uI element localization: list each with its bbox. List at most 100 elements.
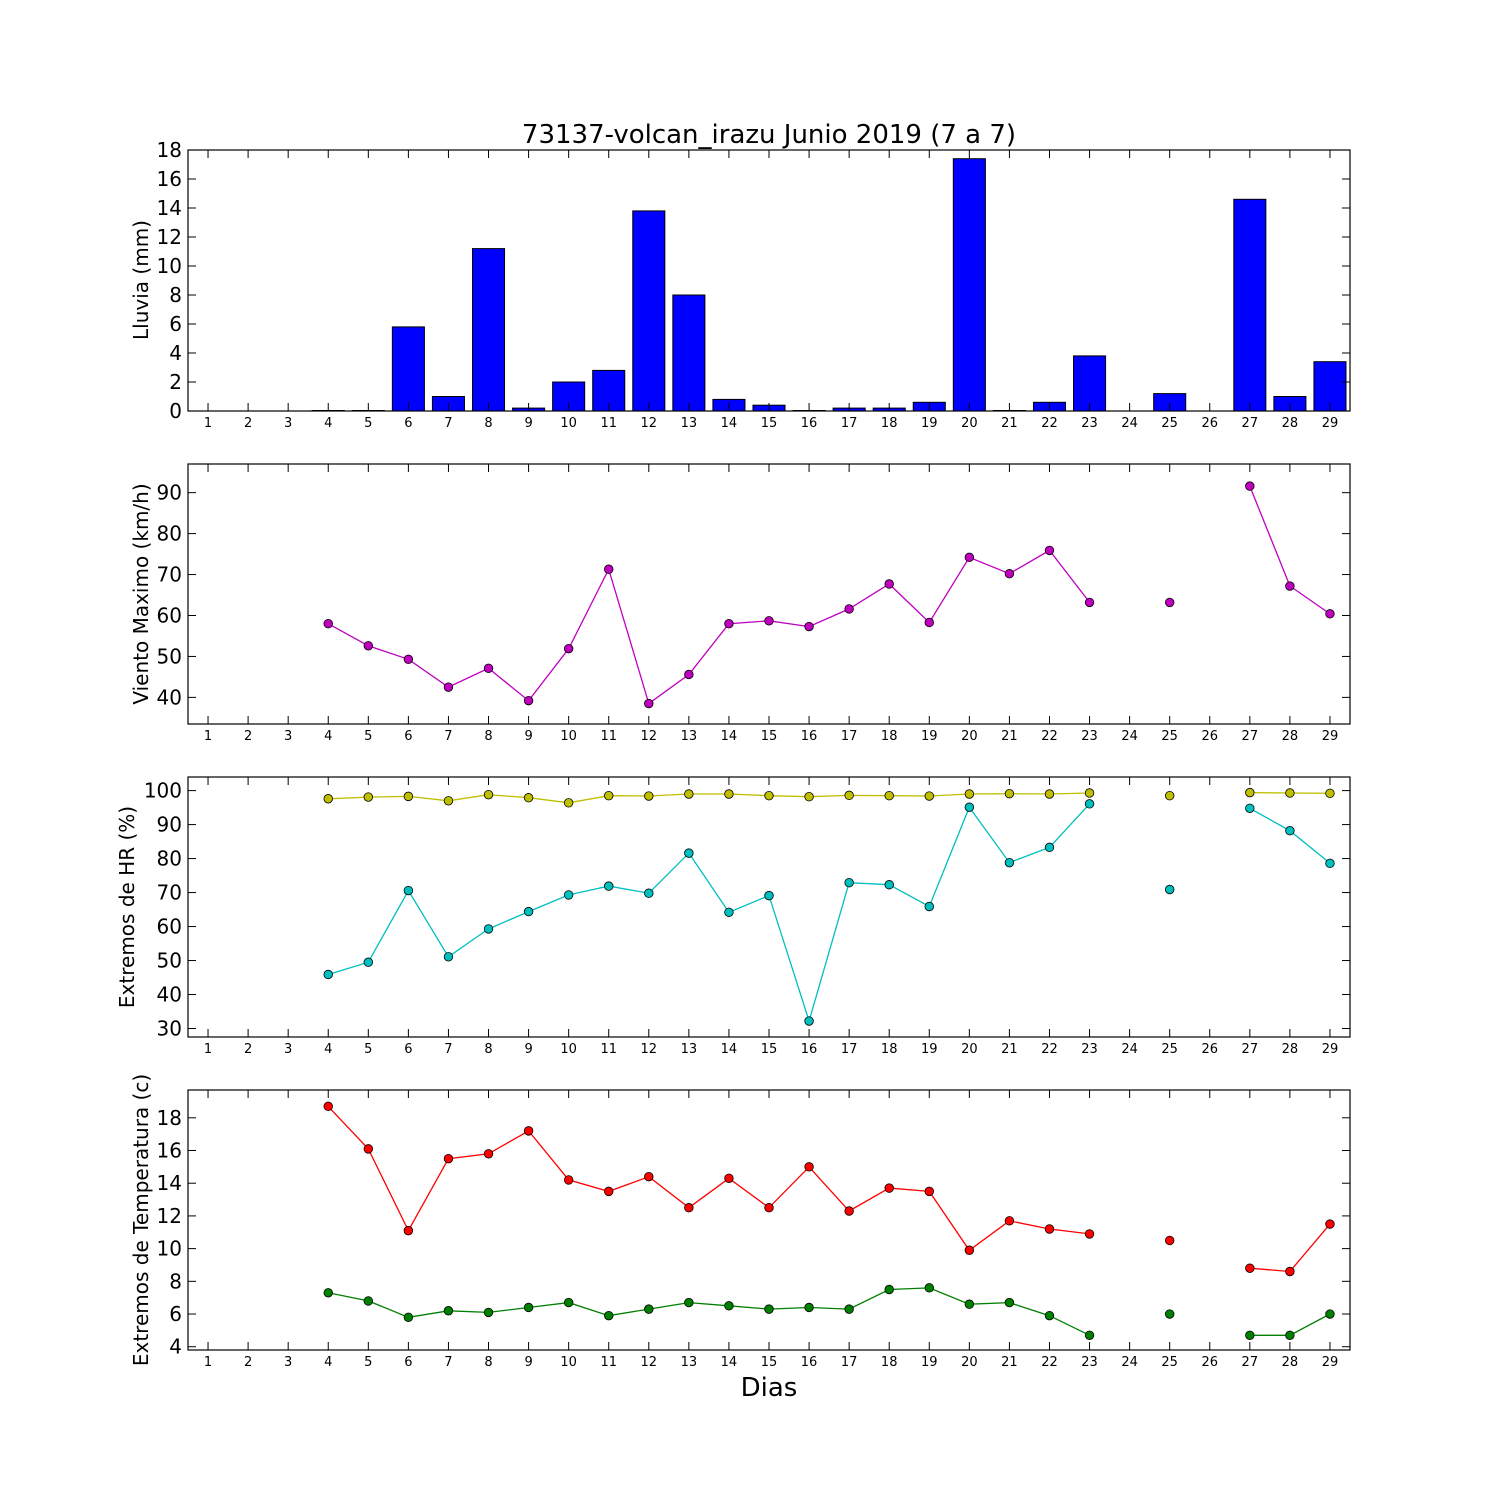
point-temperatura-series-1-day-21	[1004, 1297, 1015, 1308]
ytick-label-hr-30: 30	[157, 1017, 182, 1041]
xtick-label-viento-29: 29	[1322, 729, 1339, 744]
point-hr-series-1-day-19	[924, 901, 934, 912]
xtick-label-temperatura-18: 18	[881, 1355, 898, 1370]
xtick-label-temperatura-19: 19	[921, 1355, 938, 1370]
point-viento-series-0-day-20	[964, 552, 975, 563]
xtick-label-lluvia-29: 29	[1322, 416, 1339, 431]
xtick-label-viento-25: 25	[1161, 729, 1178, 744]
point-hr-series-0-day-7	[443, 796, 454, 806]
point-viento-series-0-day-23	[1084, 597, 1095, 608]
xtick-label-lluvia-28: 28	[1282, 416, 1299, 431]
xtick-label-temperatura-13: 13	[681, 1355, 698, 1370]
point-hr-series-0-day-8	[483, 789, 494, 800]
point-hr-series-1-day-21	[1004, 857, 1015, 868]
point-temperatura-series-0-day-13	[684, 1203, 694, 1213]
point-hr-series-0-day-11	[604, 790, 614, 801]
xtick-label-temperatura-20: 20	[961, 1355, 978, 1370]
xtick-label-lluvia-13: 13	[681, 416, 698, 431]
bar-lluvia-day-12	[632, 210, 666, 412]
y-axis-label-temperatura: Extremos de Temperatura (c)	[129, 1074, 153, 1366]
point-viento-series-0-day-5	[363, 641, 374, 651]
ytick-label-viento-80: 80	[157, 522, 182, 546]
ytick-label-hr-60: 60	[157, 915, 182, 939]
point-temperatura-series-0-day-11	[604, 1186, 614, 1197]
xtick-label-hr-4: 4	[324, 1042, 332, 1057]
xtick-label-viento-20: 20	[961, 729, 978, 744]
point-viento-series-0-day-12	[644, 698, 654, 709]
xtick-label-viento-17: 17	[841, 729, 858, 744]
xtick-label-temperatura-17: 17	[841, 1355, 858, 1370]
xtick-label-temperatura-16: 16	[801, 1355, 818, 1370]
point-temperatura-series-1-day-4	[323, 1288, 333, 1298]
xtick-label-hr-14: 14	[721, 1042, 738, 1057]
xtick-label-temperatura-9: 9	[524, 1355, 532, 1370]
xtick-label-viento-6: 6	[404, 729, 412, 744]
xtick-label-viento-13: 13	[681, 729, 698, 744]
point-temperatura-series-1-day-10	[563, 1297, 574, 1308]
xtick-label-lluvia-25: 25	[1161, 416, 1178, 431]
point-hr-series-0-day-14	[724, 789, 734, 799]
point-hr-series-1-day-6	[403, 885, 414, 896]
xtick-label-viento-9: 9	[524, 729, 532, 744]
xtick-label-lluvia-14: 14	[721, 416, 738, 431]
point-hr-series-0-day-15	[764, 790, 774, 801]
xtick-label-viento-19: 19	[921, 729, 938, 744]
xtick-label-lluvia-17: 17	[841, 416, 858, 431]
point-viento-series-0-day-7	[443, 682, 454, 692]
point-temperatura-series-1-day-19	[924, 1283, 934, 1293]
xtick-label-viento-27: 27	[1242, 729, 1259, 744]
point-temperatura-series-0-day-21	[1004, 1216, 1015, 1226]
xtick-label-temperatura-25: 25	[1161, 1355, 1178, 1370]
x-axis-label: Dias	[741, 1373, 798, 1403]
xtick-label-hr-23: 23	[1081, 1042, 1098, 1057]
xtick-label-lluvia-20: 20	[961, 416, 978, 431]
point-temperatura-series-0-day-27	[1245, 1263, 1255, 1273]
axes-frame-hr	[187, 776, 1351, 1038]
point-hr-series-1-day-11	[604, 881, 614, 891]
point-hr-series-1-day-16	[804, 1016, 814, 1026]
xtick-label-viento-15: 15	[761, 729, 778, 744]
xtick-label-lluvia-21: 21	[1001, 416, 1018, 431]
ytick-label-temperatura-18: 18	[157, 1106, 182, 1130]
xtick-label-viento-23: 23	[1081, 729, 1098, 744]
xtick-label-viento-8: 8	[484, 729, 492, 744]
ytick-label-hr-70: 70	[157, 881, 182, 905]
xtick-label-temperatura-22: 22	[1041, 1355, 1058, 1370]
point-temperatura-series-1-day-20	[964, 1299, 975, 1309]
xtick-label-hr-15: 15	[761, 1042, 778, 1057]
ytick-label-hr-90: 90	[157, 813, 182, 837]
line-hr-series-1-seg-2	[1249, 807, 1331, 864]
point-hr-series-1-day-4	[323, 969, 333, 980]
ytick-label-hr-100: 100	[144, 779, 182, 803]
point-hr-series-0-day-21	[1004, 788, 1015, 799]
bar-lluvia-day-13	[672, 294, 706, 412]
point-temperatura-series-0-day-4	[323, 1101, 333, 1112]
point-temperatura-series-0-day-10	[563, 1175, 574, 1185]
point-temperatura-series-0-day-19	[924, 1186, 934, 1197]
line-hr-series-0-seg-0	[328, 792, 1090, 804]
xtick-label-hr-24: 24	[1121, 1042, 1138, 1057]
point-viento-series-0-day-17	[844, 604, 854, 614]
xtick-label-temperatura-27: 27	[1242, 1355, 1259, 1370]
xtick-label-lluvia-18: 18	[881, 416, 898, 431]
xtick-label-temperatura-15: 15	[761, 1355, 778, 1370]
xtick-label-temperatura-12: 12	[641, 1355, 658, 1370]
xtick-label-viento-24: 24	[1121, 729, 1138, 744]
point-temperatura-series-0-day-18	[884, 1183, 894, 1193]
xtick-label-viento-26: 26	[1201, 729, 1218, 744]
point-hr-series-0-day-28	[1285, 788, 1295, 798]
point-viento-series-0-day-6	[403, 654, 414, 665]
line-hr-series-1-seg-0	[328, 803, 1091, 1024]
xtick-label-temperatura-28: 28	[1282, 1355, 1299, 1370]
y-axis-label-lluvia: Lluvia (mm)	[129, 220, 153, 340]
xtick-label-lluvia-2: 2	[244, 416, 252, 431]
point-hr-series-1-day-8	[483, 924, 494, 934]
line-temperatura-series-0-seg-2	[1249, 1223, 1331, 1273]
point-hr-series-1-day-7	[443, 952, 454, 962]
y-axis-label-hr: Extremos de HR (%)	[115, 806, 139, 1008]
point-hr-series-0-day-19	[924, 791, 934, 801]
xtick-label-hr-1: 1	[204, 1042, 212, 1057]
ytick-label-lluvia-10: 10	[157, 254, 182, 278]
point-temperatura-series-0-day-28	[1285, 1266, 1295, 1277]
